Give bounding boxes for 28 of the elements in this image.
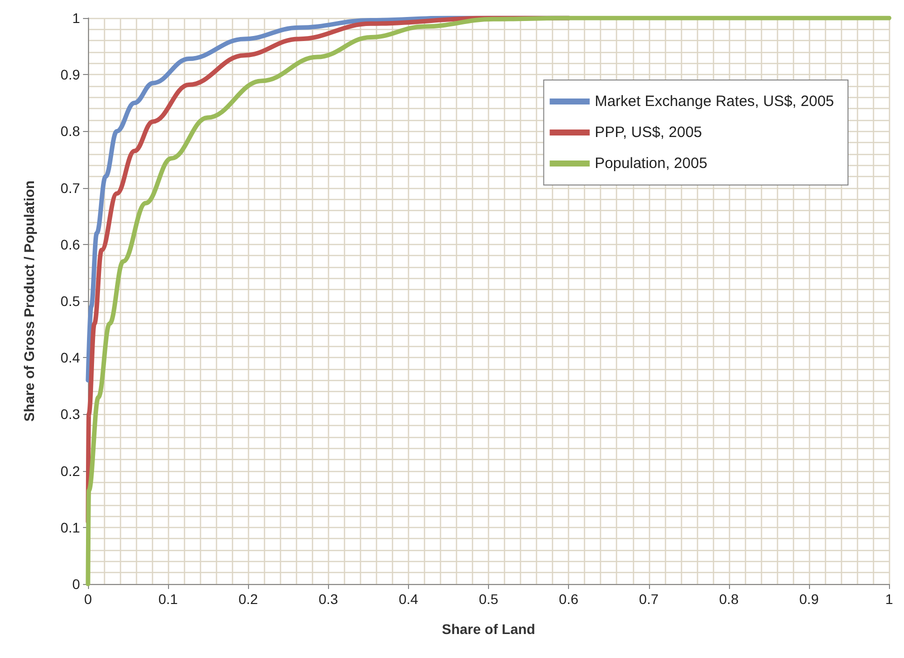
line-series	[86, 16, 892, 586]
x-tick-label: 0.7	[639, 591, 659, 607]
y-tick-label: 0.3	[60, 406, 80, 422]
x-axis-title: Share of Land	[442, 621, 536, 637]
y-axis-title: Share of Gross Product / Population	[21, 180, 37, 422]
y-tick-label: 0.8	[60, 123, 80, 140]
x-tick-label: 0.9	[799, 591, 819, 607]
x-tick-label: 0.8	[719, 591, 739, 607]
x-tick-label: 0.2	[238, 591, 258, 607]
y-tick-label: 0.6	[60, 236, 80, 252]
legend-label: Population, 2005	[594, 155, 708, 172]
x-tick-label: 0.3	[318, 591, 338, 607]
legend-label: Market Exchange Rates, US$, 2005	[594, 93, 834, 110]
x-tick-label: 1	[885, 591, 894, 607]
y-tick-label: 0.9	[60, 66, 80, 83]
x-tick-label: 0.4	[398, 591, 418, 607]
y-tick-label: 1	[72, 10, 80, 26]
y-tick-label: 0	[72, 576, 80, 592]
y-tick-label: 0.7	[60, 180, 80, 196]
x-tick-label: 0.1	[158, 591, 178, 607]
y-tick-label: 0.2	[60, 462, 80, 479]
legend-label: PPP, US$, 2005	[594, 124, 702, 141]
x-tick-label: 0.5	[478, 591, 498, 607]
y-tick-label: 0.4	[60, 350, 80, 366]
x-tick-label: 0.6	[558, 591, 579, 607]
x-tick-label: 0	[84, 591, 92, 607]
y-tick-label: 0.1	[60, 519, 80, 536]
y-tick-label: 0.5	[60, 293, 80, 309]
